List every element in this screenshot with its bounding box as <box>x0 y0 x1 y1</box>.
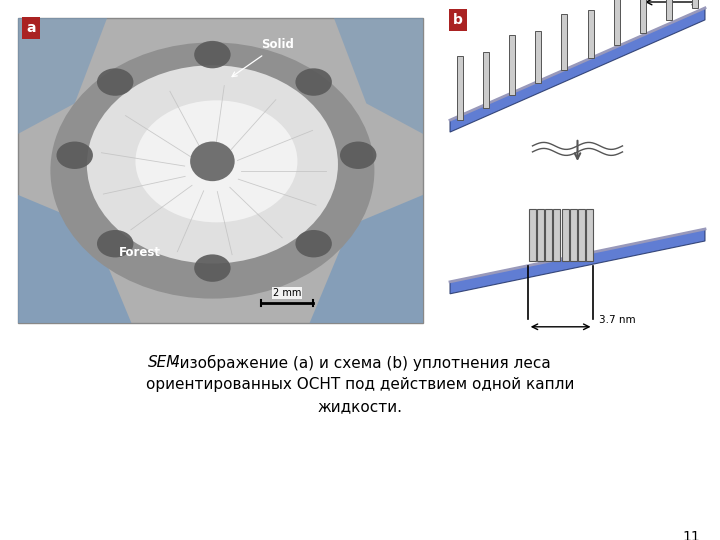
Polygon shape <box>450 8 705 132</box>
Ellipse shape <box>295 230 332 258</box>
Bar <box>562 208 569 261</box>
Text: 11: 11 <box>683 530 700 540</box>
Text: a: a <box>26 21 36 35</box>
Text: жидкости.: жидкости. <box>318 399 402 414</box>
Bar <box>588 10 593 58</box>
Bar <box>483 52 489 107</box>
Bar <box>457 56 463 120</box>
Text: –изображение (a) и схема (b) уплотнения леса: –изображение (a) и схема (b) уплотнения … <box>172 355 551 371</box>
Bar <box>613 0 620 45</box>
Text: 3.7 nm: 3.7 nm <box>600 315 636 325</box>
Ellipse shape <box>194 254 230 282</box>
Bar <box>537 208 544 261</box>
Bar <box>18 18 423 323</box>
Bar <box>586 208 593 261</box>
Ellipse shape <box>50 43 374 299</box>
Bar <box>528 208 536 261</box>
Ellipse shape <box>56 141 93 169</box>
Polygon shape <box>450 229 705 294</box>
Bar <box>562 14 567 70</box>
Ellipse shape <box>340 141 377 169</box>
Text: ориентированных ОСНТ под действием одной капли: ориентированных ОСНТ под действием одной… <box>146 377 574 392</box>
Bar <box>578 208 585 261</box>
Bar <box>554 208 560 261</box>
Bar <box>640 0 646 33</box>
Bar <box>570 208 577 261</box>
Text: Forest: Forest <box>120 246 161 259</box>
Bar <box>666 0 672 21</box>
Bar <box>509 35 516 95</box>
Bar <box>536 31 541 83</box>
Polygon shape <box>18 18 107 134</box>
Text: 2 mm: 2 mm <box>273 288 301 298</box>
Polygon shape <box>334 18 423 134</box>
Ellipse shape <box>135 100 297 222</box>
Ellipse shape <box>97 230 133 258</box>
Text: Solid: Solid <box>232 38 294 77</box>
Text: SEM: SEM <box>148 355 181 370</box>
Bar <box>692 0 698 8</box>
Ellipse shape <box>97 69 133 96</box>
Bar <box>545 208 552 261</box>
Ellipse shape <box>295 69 332 96</box>
Ellipse shape <box>194 41 230 69</box>
Polygon shape <box>310 195 423 323</box>
Ellipse shape <box>87 65 338 264</box>
Ellipse shape <box>190 141 235 181</box>
Polygon shape <box>18 195 132 323</box>
Text: b: b <box>453 13 463 27</box>
